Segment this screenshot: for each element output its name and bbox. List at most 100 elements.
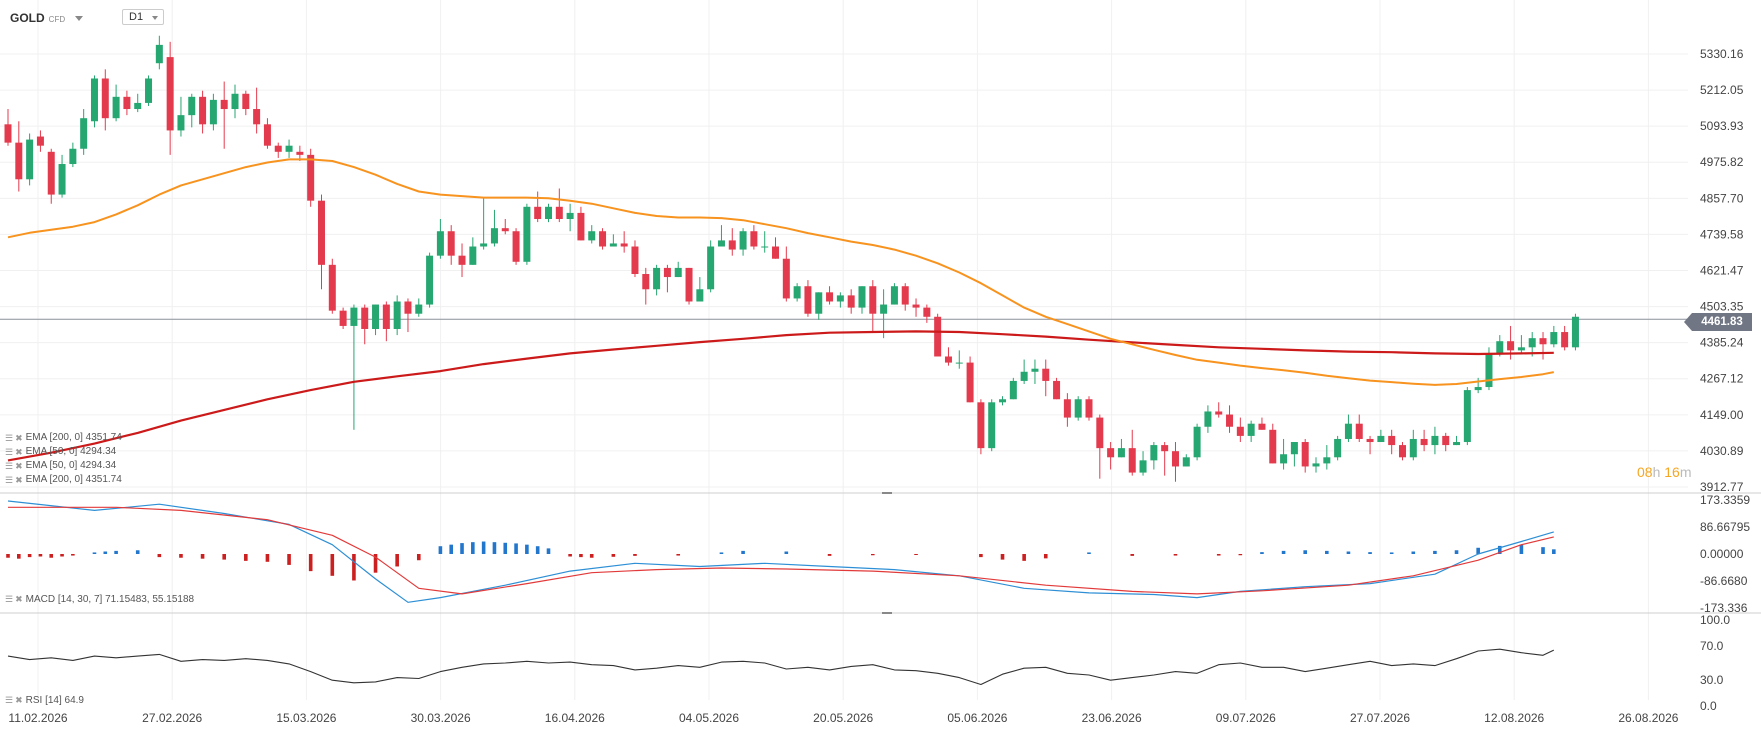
candle-up: [112, 96, 120, 119]
price-tick-label: 5330.16: [1700, 47, 1744, 61]
macd-histogram-bar: [92, 552, 97, 554]
macd-histogram-bar: [49, 554, 54, 558]
close-icon[interactable]: ✖: [15, 695, 23, 705]
macd-tick-label: 0.00000: [1700, 547, 1744, 561]
macd-histogram-bar: [6, 554, 10, 558]
candle-down: [944, 356, 952, 363]
candle-up: [1571, 316, 1579, 348]
candle-down: [253, 109, 261, 125]
macd-histogram-bar: [1260, 552, 1264, 554]
candle-down: [361, 307, 369, 329]
macd-histogram-bar: [1000, 554, 1005, 560]
rsi-tick-label: 70.0: [1700, 639, 1724, 653]
close-icon[interactable]: ✖: [15, 461, 23, 471]
candle-down: [458, 255, 466, 265]
macd-histogram-bar: [1519, 544, 1524, 554]
settings-icon[interactable]: ☰: [5, 475, 14, 485]
candle-down: [1539, 338, 1547, 345]
time-tick-label: 15.03.2026: [276, 711, 336, 725]
candle-down: [1215, 411, 1223, 415]
settings-icon[interactable]: ☰: [5, 447, 14, 457]
candle-down: [772, 246, 780, 259]
candle-down: [1128, 448, 1136, 473]
indicator-row[interactable]: ☰ ✖ EMA [200, 0] 4351.74: [5, 473, 122, 487]
close-icon[interactable]: ✖: [15, 447, 23, 457]
symbol-dropdown-icon[interactable]: [75, 15, 84, 21]
rsi-tick-label: 0.0: [1700, 699, 1717, 713]
time-tick-label: 09.07.2026: [1216, 711, 1276, 725]
symbol-name[interactable]: GOLD: [10, 11, 45, 25]
close-icon[interactable]: ✖: [15, 433, 23, 443]
macd-histogram-bar: [535, 546, 540, 554]
candle-down: [1226, 414, 1234, 427]
candle-down: [296, 151, 304, 155]
macd-legend[interactable]: ☰ ✖ MACD [14, 30, 7] 71.15483, 55.15188: [5, 594, 194, 605]
candle-up: [609, 243, 617, 247]
settings-icon[interactable]: ☰: [5, 461, 14, 471]
candle-down: [263, 124, 271, 146]
candle-up: [545, 206, 552, 220]
indicator-row[interactable]: ☰ ✖ EMA [200, 0] 4351.74: [5, 431, 122, 445]
macd-histogram-bar: [827, 554, 832, 556]
price-pane[interactable]: [0, 35, 1688, 482]
candle-down: [447, 231, 455, 256]
candle-down: [339, 310, 347, 326]
candle-up: [588, 231, 596, 241]
candle-up: [145, 78, 153, 103]
macd-histogram-bar: [449, 544, 454, 554]
macd-histogram-bar: [135, 550, 140, 554]
indicator-label: EMA [200, 0] 4351.74: [25, 474, 122, 485]
rsi-pane[interactable]: [7, 648, 1555, 686]
candle-down: [1420, 438, 1428, 446]
candle-down: [1258, 423, 1266, 430]
settings-icon[interactable]: ☰: [5, 695, 14, 705]
timeframe-select[interactable]: D1: [122, 9, 164, 25]
macd-histogram-bar: [1325, 550, 1329, 554]
indicator-legend: ☰ ✖ EMA [200, 0] 4351.74 ☰ ✖ EMA [50, 0] 429…: [5, 431, 122, 487]
candle-up: [566, 212, 574, 220]
price-tick-label: 4621.47: [1700, 263, 1744, 277]
price-tick-label: 4385.24: [1700, 336, 1744, 350]
indicator-row[interactable]: ☰ ✖ EMA [50, 0] 4294.34: [5, 459, 122, 473]
candle-up: [1031, 368, 1039, 372]
candle-down: [1507, 341, 1515, 351]
macd-histogram-bar: [579, 554, 583, 558]
macd-histogram-bar: [287, 554, 291, 565]
candle-down: [1171, 451, 1179, 467]
macd-histogram-bar: [1303, 550, 1307, 554]
rsi-legend[interactable]: ☰ ✖ RSI [14] 64.9: [5, 695, 84, 706]
settings-icon[interactable]: ☰: [5, 594, 14, 604]
price-tick-label: 4030.89: [1700, 444, 1744, 458]
candle-up: [1280, 454, 1288, 464]
settings-icon[interactable]: ☰: [5, 433, 14, 443]
indicator-row[interactable]: ☰ ✖ EMA [50, 0] 4294.34: [5, 445, 122, 459]
close-icon[interactable]: ✖: [15, 475, 23, 485]
macd-histogram-bar: [633, 554, 637, 556]
price-tick-label: 4149.00: [1700, 408, 1744, 422]
candle-down: [1096, 417, 1104, 449]
candle-up: [1517, 347, 1525, 351]
rsi-tick-label: 100.0: [1700, 613, 1730, 627]
symbol-header[interactable]: GOLD CFD: [10, 8, 84, 28]
candle-up: [674, 267, 682, 278]
candle-up: [1409, 438, 1417, 458]
ema50-line: [7, 158, 1554, 386]
macd-histogram-bar: [914, 554, 918, 555]
candle-down: [1355, 423, 1363, 439]
candle-up: [1550, 332, 1558, 345]
candle-up: [69, 148, 77, 165]
macd-histogram-bar: [1476, 547, 1480, 554]
candle-up: [1485, 353, 1493, 388]
macd-pane[interactable]: [6, 500, 1556, 603]
candle-down: [869, 286, 877, 314]
macd-histogram-bar: [1238, 554, 1243, 556]
candle-up: [707, 246, 715, 290]
macd-histogram-bar: [568, 554, 572, 557]
macd-histogram-bar: [157, 554, 162, 558]
macd-histogram-bar: [1411, 551, 1416, 554]
close-icon[interactable]: ✖: [15, 594, 23, 604]
candle-up: [415, 304, 423, 314]
candle-down: [977, 402, 985, 449]
candle-down: [199, 96, 207, 125]
